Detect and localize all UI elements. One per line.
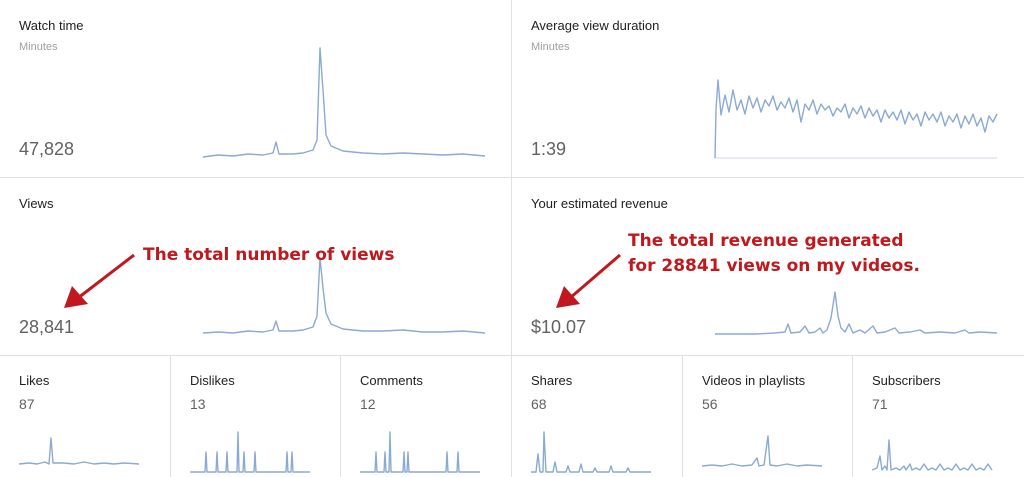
revenue-title: Your estimated revenue — [531, 196, 668, 211]
comments-card[interactable]: Comments 12 — [341, 356, 512, 477]
watch-time-unit: Minutes — [19, 41, 58, 53]
avg-view-duration-sparkline — [714, 79, 998, 159]
videos-in-playlists-title: Videos in playlists — [702, 373, 806, 388]
subscribers-sparkline — [871, 439, 993, 471]
likes-title: Likes — [19, 373, 50, 388]
revenue-annotation-line2: for 28841 views on my videos. — [628, 256, 920, 276]
avg-view-duration-value: 1:39 — [531, 139, 567, 159]
revenue-annotation: The total revenue generated for 28841 vi… — [628, 229, 920, 279]
avg-view-duration-unit: Minutes — [531, 41, 570, 53]
subscribers-series — [871, 439, 993, 471]
revenue-card[interactable]: Your estimated revenue $10.07 — [512, 178, 1024, 356]
views-annotation-arrow — [64, 253, 135, 308]
shares-sparkline — [531, 431, 651, 473]
watch-time-sparkline — [202, 47, 486, 158]
videos-in-playlists-value: 56 — [702, 396, 718, 412]
likes-card[interactable]: Likes 87 — [0, 356, 171, 477]
views-title: Views — [19, 196, 54, 211]
likes-value: 87 — [19, 396, 35, 412]
comments-sparkline — [360, 431, 480, 473]
comments-series — [360, 431, 480, 473]
views-card[interactable]: Views 28,841 — [0, 178, 512, 356]
views-annotation: The total number of views — [143, 243, 394, 268]
subscribers-title: Subscribers — [872, 373, 941, 388]
likes-sparkline — [18, 437, 140, 465]
shares-series — [531, 431, 651, 473]
dislikes-sparkline — [190, 431, 310, 473]
videos-in-playlists-card[interactable]: Videos in playlists 56 — [683, 356, 853, 477]
shares-card[interactable]: Shares 68 — [512, 356, 683, 477]
avg-view-duration-card[interactable]: Average view duration Minutes 1:39 — [512, 0, 1024, 178]
shares-title: Shares — [531, 373, 573, 388]
revenue-sparkline — [715, 291, 998, 335]
subscribers-card[interactable]: Subscribers 71 — [853, 356, 1024, 477]
views-sparkline — [202, 257, 486, 334]
revenue-value: $10.07 — [531, 317, 587, 337]
comments-value: 12 — [360, 396, 376, 412]
revenue-series — [715, 291, 998, 335]
dislikes-value: 13 — [190, 396, 206, 412]
comments-title: Comments — [360, 373, 423, 388]
dislikes-series — [190, 431, 310, 473]
dislikes-card[interactable]: Dislikes 13 — [171, 356, 341, 477]
dislikes-title: Dislikes — [190, 373, 235, 388]
watch-time-value: 47,828 — [19, 139, 75, 159]
subscribers-value: 71 — [872, 396, 888, 412]
avg-view-duration-title: Average view duration — [531, 18, 660, 33]
watch-time-title: Watch time — [19, 18, 84, 33]
views-value: 28,841 — [19, 317, 75, 337]
avg-view-duration-series — [714, 79, 998, 159]
videos-in-playlists-series — [701, 435, 823, 467]
views-annotation-text: The total number of views — [143, 245, 395, 265]
views-series — [202, 257, 486, 334]
likes-series — [18, 437, 140, 465]
videos-in-playlists-sparkline — [701, 435, 823, 467]
shares-value: 68 — [531, 396, 547, 412]
revenue-annotation-arrow — [556, 253, 621, 308]
watch-time-series — [202, 47, 486, 158]
watch-time-card[interactable]: Watch time Minutes 47,828 — [0, 0, 512, 178]
revenue-annotation-line1: The total revenue generated — [628, 231, 904, 251]
